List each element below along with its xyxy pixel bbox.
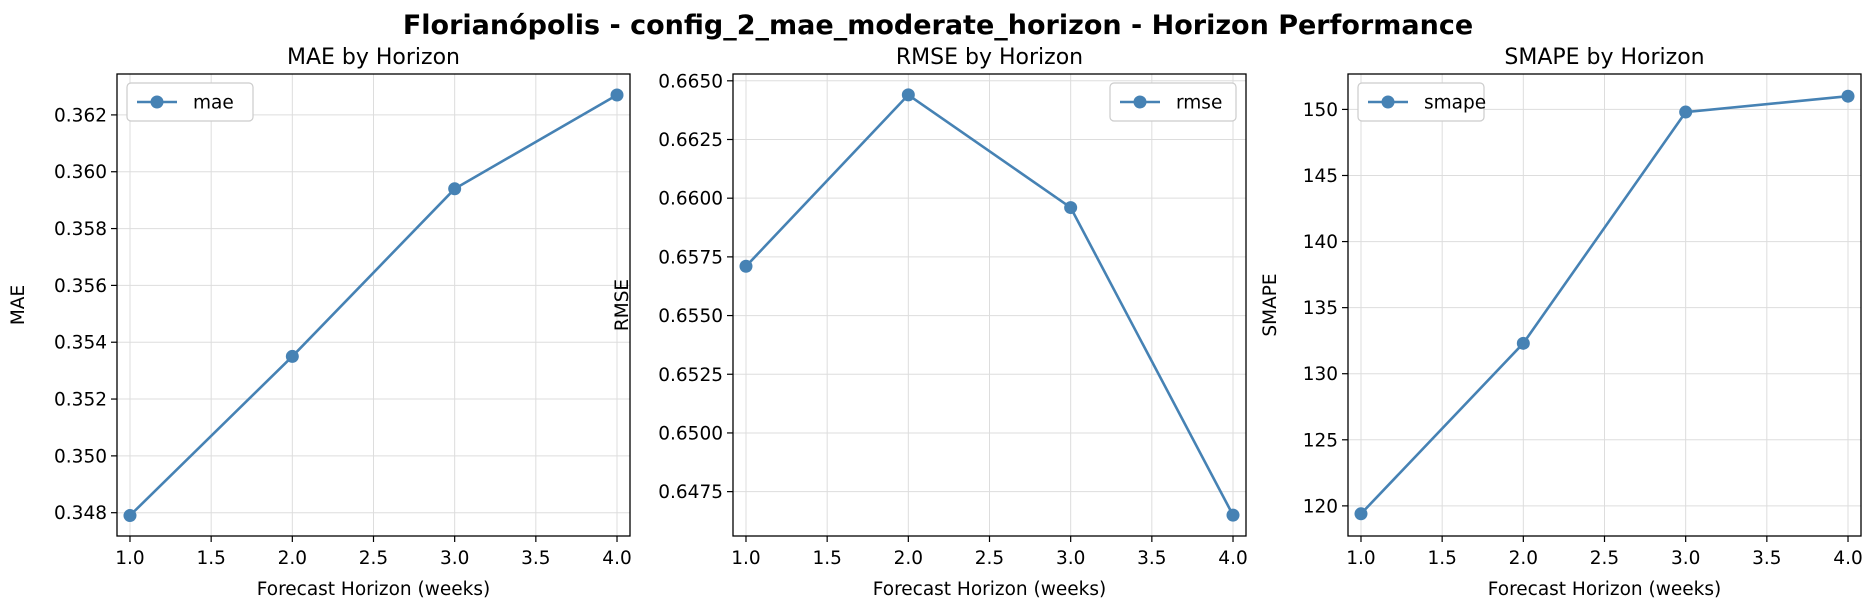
legend-box bbox=[1109, 82, 1237, 122]
data-point bbox=[1354, 507, 1368, 521]
x-tick-label: 1.0 bbox=[1346, 548, 1375, 569]
x-tick-label: 2.5 bbox=[359, 548, 388, 569]
y-tick-label: 0.348 bbox=[54, 503, 107, 524]
x-tick-label: 4.0 bbox=[602, 548, 631, 569]
x-tick-label: 2.5 bbox=[1590, 548, 1619, 569]
y-axis-label: SMAPE bbox=[1260, 273, 1281, 336]
data-point bbox=[1064, 201, 1078, 215]
chart-title: SMAPE by Horizon bbox=[1504, 45, 1704, 70]
x-tick-label: 2.5 bbox=[975, 548, 1004, 569]
x-tick-label: 2.0 bbox=[1509, 548, 1538, 569]
y-tick-label: 135 bbox=[1303, 298, 1338, 319]
y-tick-label: 0.358 bbox=[54, 219, 107, 240]
series-line-rmse bbox=[745, 93, 1235, 516]
chart-title: RMSE by Horizon bbox=[896, 45, 1083, 70]
legend-box bbox=[126, 82, 254, 122]
y-tick-label: 0.362 bbox=[54, 105, 107, 126]
data-point bbox=[285, 349, 299, 363]
x-tick-label: 2.0 bbox=[278, 548, 307, 569]
data-point bbox=[123, 509, 137, 523]
x-tick-label: 1.0 bbox=[115, 548, 144, 569]
y-tick-label: 0.6525 bbox=[658, 365, 723, 386]
chart-title: MAE by Horizon bbox=[287, 45, 460, 70]
y-tick-label: 0.6500 bbox=[658, 423, 723, 444]
x-tick-label: 4.0 bbox=[1218, 548, 1247, 569]
y-tick-label: 0.6600 bbox=[658, 189, 723, 210]
x-tick-label: 1.5 bbox=[1427, 548, 1456, 569]
data-point bbox=[901, 88, 915, 102]
x-tick-label: 3.0 bbox=[1671, 548, 1700, 569]
data-point bbox=[1226, 508, 1240, 522]
data-point bbox=[1841, 89, 1855, 103]
legend-label: rmse bbox=[1176, 93, 1222, 114]
y-tick-label: 0.356 bbox=[54, 276, 107, 297]
x-tick-label: 3.5 bbox=[1137, 548, 1166, 569]
y-tick-label: 0.352 bbox=[54, 390, 107, 411]
x-tick-label: 3.0 bbox=[440, 548, 469, 569]
x-tick-label: 3.0 bbox=[1056, 548, 1085, 569]
y-tick-label: 145 bbox=[1303, 166, 1338, 187]
plot-frame bbox=[116, 73, 631, 537]
figure-title: Florianópolis - config_2_mae_moderate_ho… bbox=[402, 10, 1474, 41]
data-point bbox=[448, 182, 462, 196]
plot-frame bbox=[1347, 73, 1862, 537]
y-tick-label: 0.360 bbox=[54, 162, 107, 183]
x-axis-label: Forecast Horizon (weeks) bbox=[873, 579, 1106, 600]
x-tick-label: 1.5 bbox=[812, 548, 841, 569]
x-axis-label: Forecast Horizon (weeks) bbox=[257, 579, 490, 600]
data-point bbox=[739, 259, 753, 273]
legend: mae bbox=[126, 82, 254, 122]
chart-panel-3: 1.0 1.5 2.0 2.5 3.0 3.5 4.0 120 125 130 135 140 145 1… bbox=[1260, 45, 1863, 600]
y-tick-label: 140 bbox=[1303, 232, 1338, 253]
legend-label: mae bbox=[193, 93, 234, 114]
y-tick-label: 0.6575 bbox=[658, 247, 723, 268]
chart-panel-2: 1.0 1.5 2.0 2.5 3.0 3.5 4.0 0.6475 0.6500 0.6525 0… bbox=[612, 45, 1248, 600]
series-line-smape bbox=[1360, 94, 1849, 515]
y-axis-label: MAE bbox=[8, 285, 29, 325]
series-line-mae bbox=[129, 93, 618, 517]
y-tick-label: 0.354 bbox=[54, 333, 107, 354]
legend-marker bbox=[1133, 95, 1147, 109]
y-tick-label: 0.6550 bbox=[658, 306, 723, 327]
legend-marker bbox=[1381, 95, 1395, 109]
y-tick-label: 0.350 bbox=[54, 446, 107, 467]
y-tick-label: 120 bbox=[1303, 496, 1338, 517]
x-tick-label: 2.0 bbox=[894, 548, 923, 569]
x-tick-label: 3.5 bbox=[521, 548, 550, 569]
plot-frame bbox=[732, 73, 1247, 537]
y-tick-label: 150 bbox=[1303, 100, 1338, 121]
legend-box bbox=[1357, 82, 1485, 122]
y-tick-label: 130 bbox=[1303, 364, 1338, 385]
legend-marker bbox=[150, 95, 164, 109]
data-point bbox=[1516, 336, 1530, 350]
legend-label: smape bbox=[1424, 93, 1486, 114]
legend: rmse bbox=[1109, 82, 1237, 122]
x-tick-label: 3.5 bbox=[1752, 548, 1781, 569]
y-tick-label: 0.6475 bbox=[658, 482, 723, 503]
y-tick-label: 0.6625 bbox=[658, 130, 723, 151]
chart-panel-1: 1.0 1.5 2.0 2.5 3.0 3.5 4.0 0.348 0.350 0.352 0.35… bbox=[8, 45, 632, 600]
x-tick-label: 1.0 bbox=[731, 548, 760, 569]
x-axis-label: Forecast Horizon (weeks) bbox=[1488, 579, 1721, 600]
y-tick-label: 0.6650 bbox=[658, 71, 723, 92]
data-point bbox=[610, 88, 624, 102]
data-point bbox=[1679, 105, 1693, 119]
x-tick-label: 4.0 bbox=[1833, 548, 1862, 569]
y-axis-label: RMSE bbox=[612, 279, 633, 331]
x-tick-label: 1.5 bbox=[196, 548, 225, 569]
legend: smape bbox=[1357, 82, 1486, 122]
y-tick-label: 125 bbox=[1303, 430, 1338, 451]
